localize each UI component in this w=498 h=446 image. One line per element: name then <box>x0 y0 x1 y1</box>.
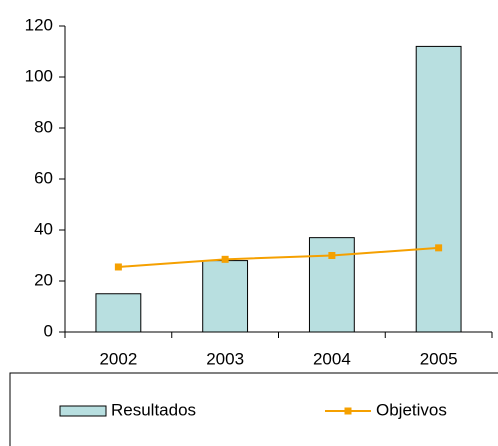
bar <box>415 45 462 333</box>
bar <box>95 293 142 333</box>
x-tick-label: 2003 <box>206 349 244 368</box>
legend-label: Objetivos <box>376 400 447 419</box>
y-tick-label: 80 <box>34 117 53 136</box>
y-tick-label: 100 <box>25 66 53 85</box>
marker <box>435 244 443 252</box>
x-tick-label: 2002 <box>99 349 137 368</box>
y-tick-label: 0 <box>44 321 53 340</box>
bar <box>202 260 249 333</box>
legend-label: Resultados <box>111 400 196 419</box>
bar <box>308 237 355 333</box>
line <box>118 246 439 268</box>
marker <box>114 263 122 271</box>
y-tick-label: 60 <box>34 168 53 187</box>
x-tick-label: 2004 <box>313 349 351 368</box>
y-tick-label: 40 <box>34 219 53 238</box>
y-tick-label: 120 <box>25 15 53 34</box>
legend-swatch <box>59 405 107 417</box>
x-tick-label: 2005 <box>420 349 458 368</box>
y-tick-label: 20 <box>34 270 53 289</box>
marker <box>221 255 229 263</box>
legend-marker <box>344 407 352 415</box>
marker <box>328 252 336 259</box>
